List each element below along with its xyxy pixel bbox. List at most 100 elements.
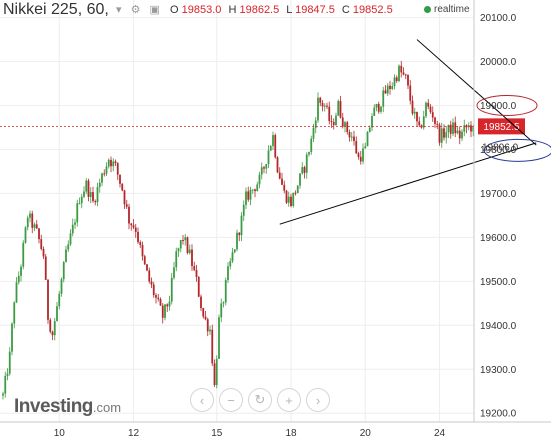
candle <box>31 210 34 234</box>
candle <box>332 118 335 130</box>
close-icon[interactable]: ▣ <box>149 4 160 16</box>
candle <box>139 240 142 249</box>
candle <box>15 277 18 304</box>
candle <box>409 80 412 105</box>
zoom-out-icon[interactable]: − <box>219 388 243 412</box>
candle <box>278 167 281 180</box>
candle <box>317 92 319 123</box>
candle <box>434 116 436 129</box>
candle <box>256 181 259 192</box>
candle <box>71 218 74 237</box>
candle <box>355 136 358 154</box>
candle <box>251 189 254 194</box>
ohlc-high-value: 19862.5 <box>239 4 280 16</box>
forward-icon[interactable]: › <box>306 388 330 412</box>
investing-logo: Investing.com <box>14 396 121 418</box>
candle <box>436 120 439 130</box>
candle <box>402 67 405 76</box>
candle <box>443 124 445 141</box>
candle <box>303 165 306 179</box>
candle <box>191 244 193 271</box>
candle <box>411 95 414 116</box>
candle <box>152 281 155 298</box>
settings-icon[interactable]: ⚙ <box>130 4 141 16</box>
candle <box>314 117 317 134</box>
candle <box>249 186 252 206</box>
candle <box>454 116 457 138</box>
candle <box>170 272 173 305</box>
candle <box>461 129 463 141</box>
zoom-in-icon[interactable]: + <box>277 388 301 412</box>
reset-icon[interactable]: ↻ <box>248 388 272 412</box>
candle <box>60 277 63 297</box>
candle <box>114 159 117 167</box>
candle <box>323 103 326 112</box>
dropdown-icon[interactable]: ▾ <box>116 4 122 16</box>
y-tick-label: 20000.0 <box>480 57 517 68</box>
candle <box>290 193 292 208</box>
candle <box>62 260 65 283</box>
candle <box>380 105 382 114</box>
candle <box>362 143 364 165</box>
candle <box>182 234 184 245</box>
candle <box>242 200 245 221</box>
candle <box>341 112 344 129</box>
candle <box>312 123 315 143</box>
candles <box>2 60 475 400</box>
candle <box>105 162 108 176</box>
candle <box>440 122 443 148</box>
candle <box>310 135 313 155</box>
candle <box>319 96 322 107</box>
candle <box>110 156 112 173</box>
y-tick-label: 19900.0 <box>480 101 517 112</box>
candle <box>404 73 407 80</box>
candle <box>143 254 146 266</box>
candle <box>6 368 9 381</box>
candle <box>44 253 47 281</box>
back-icon[interactable]: ‹ <box>190 388 214 412</box>
candle <box>283 180 286 194</box>
candle <box>80 194 83 209</box>
candle <box>373 104 376 117</box>
candle <box>449 120 452 139</box>
candle <box>254 188 256 198</box>
candle <box>281 173 283 186</box>
candle <box>130 222 133 231</box>
grid <box>0 0 474 422</box>
candle <box>112 158 115 172</box>
candle <box>155 293 157 304</box>
last-price-label-bg <box>478 118 525 135</box>
ohlc-open-key: O <box>170 4 179 16</box>
header-icons: ▾ ⚙ ▣ <box>116 3 160 16</box>
candle <box>29 210 31 223</box>
candle <box>132 219 135 229</box>
candle <box>299 172 301 189</box>
candle <box>177 247 180 257</box>
candle <box>445 126 448 144</box>
candle <box>227 262 229 284</box>
ohlc-close-key: C <box>341 4 350 16</box>
candle <box>76 199 79 227</box>
candle <box>247 186 250 202</box>
candle <box>386 82 389 97</box>
candle <box>87 178 90 202</box>
candle <box>193 261 196 272</box>
candle <box>375 103 378 112</box>
candle <box>418 116 421 128</box>
candle <box>456 126 459 135</box>
candle <box>202 307 205 319</box>
candle <box>188 244 191 255</box>
candle <box>22 240 25 270</box>
candle <box>431 106 434 122</box>
candle <box>438 122 441 146</box>
last-price-label: 19852.5 <box>483 122 520 133</box>
candle <box>209 325 211 335</box>
candle <box>213 359 216 387</box>
candle <box>141 241 144 261</box>
instrument-title: Nikkei 225, 60, <box>3 1 109 18</box>
realtime-label: realtime <box>434 4 470 15</box>
candle <box>161 303 164 324</box>
candle <box>231 247 234 264</box>
